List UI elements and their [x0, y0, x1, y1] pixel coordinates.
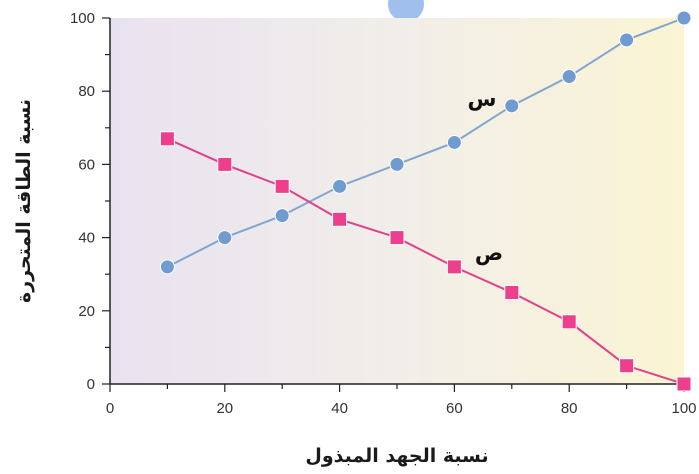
data-point — [619, 32, 635, 48]
data-point — [676, 10, 692, 26]
data-point — [332, 178, 348, 194]
y-tick-label: 60 — [78, 156, 95, 173]
data-point — [504, 98, 520, 114]
data-point — [389, 230, 405, 246]
y-tick-label: 80 — [78, 83, 95, 100]
data-point — [389, 156, 405, 172]
data-point — [159, 259, 175, 275]
data-point — [561, 69, 577, 85]
data-point — [446, 134, 462, 150]
x-tick-label: 80 — [561, 400, 578, 417]
data-point — [561, 314, 577, 330]
data-point — [217, 230, 233, 246]
series-label-s: س — [468, 87, 497, 111]
series-line — [166, 17, 685, 268]
data-point — [676, 376, 692, 392]
plot-decor — [110, 0, 684, 384]
x-axis-title: نسبة الجهد المبذول — [305, 445, 488, 467]
data-point — [274, 208, 290, 224]
plot-area-background — [110, 18, 684, 384]
y-tick-label: 40 — [78, 230, 95, 247]
x-tick-label: 60 — [446, 400, 463, 417]
x-tick-label: 0 — [106, 400, 114, 417]
series-line — [166, 137, 685, 385]
y-axis-title: نسبة الطاقة المتحررة — [13, 99, 35, 303]
series-sad — [159, 131, 692, 392]
data-point — [446, 259, 462, 275]
data-point — [332, 211, 348, 227]
data-point — [159, 131, 175, 147]
top-blob-decoration — [388, 0, 424, 22]
labels-layer: نسبة الجهد المبذول نسبة الطاقة المتحررة … — [13, 87, 503, 467]
data-point — [217, 156, 233, 172]
x-tick-label: 40 — [331, 400, 348, 417]
axis-ticks: 0 20 40 60 80 100 0 20 40 60 80 100 — [70, 10, 697, 417]
data-point — [504, 285, 520, 300]
data-point — [619, 358, 635, 374]
series-s — [159, 10, 692, 275]
series-label-sad: ص — [475, 241, 503, 265]
x-tick-label: 20 — [216, 400, 233, 417]
data-point — [274, 178, 290, 194]
series-layer — [159, 10, 692, 392]
y-tick-label: 20 — [78, 303, 95, 320]
y-tick-label: 100 — [70, 10, 95, 27]
y-tick-label: 0 — [87, 376, 95, 393]
x-tick-label: 100 — [671, 400, 696, 417]
